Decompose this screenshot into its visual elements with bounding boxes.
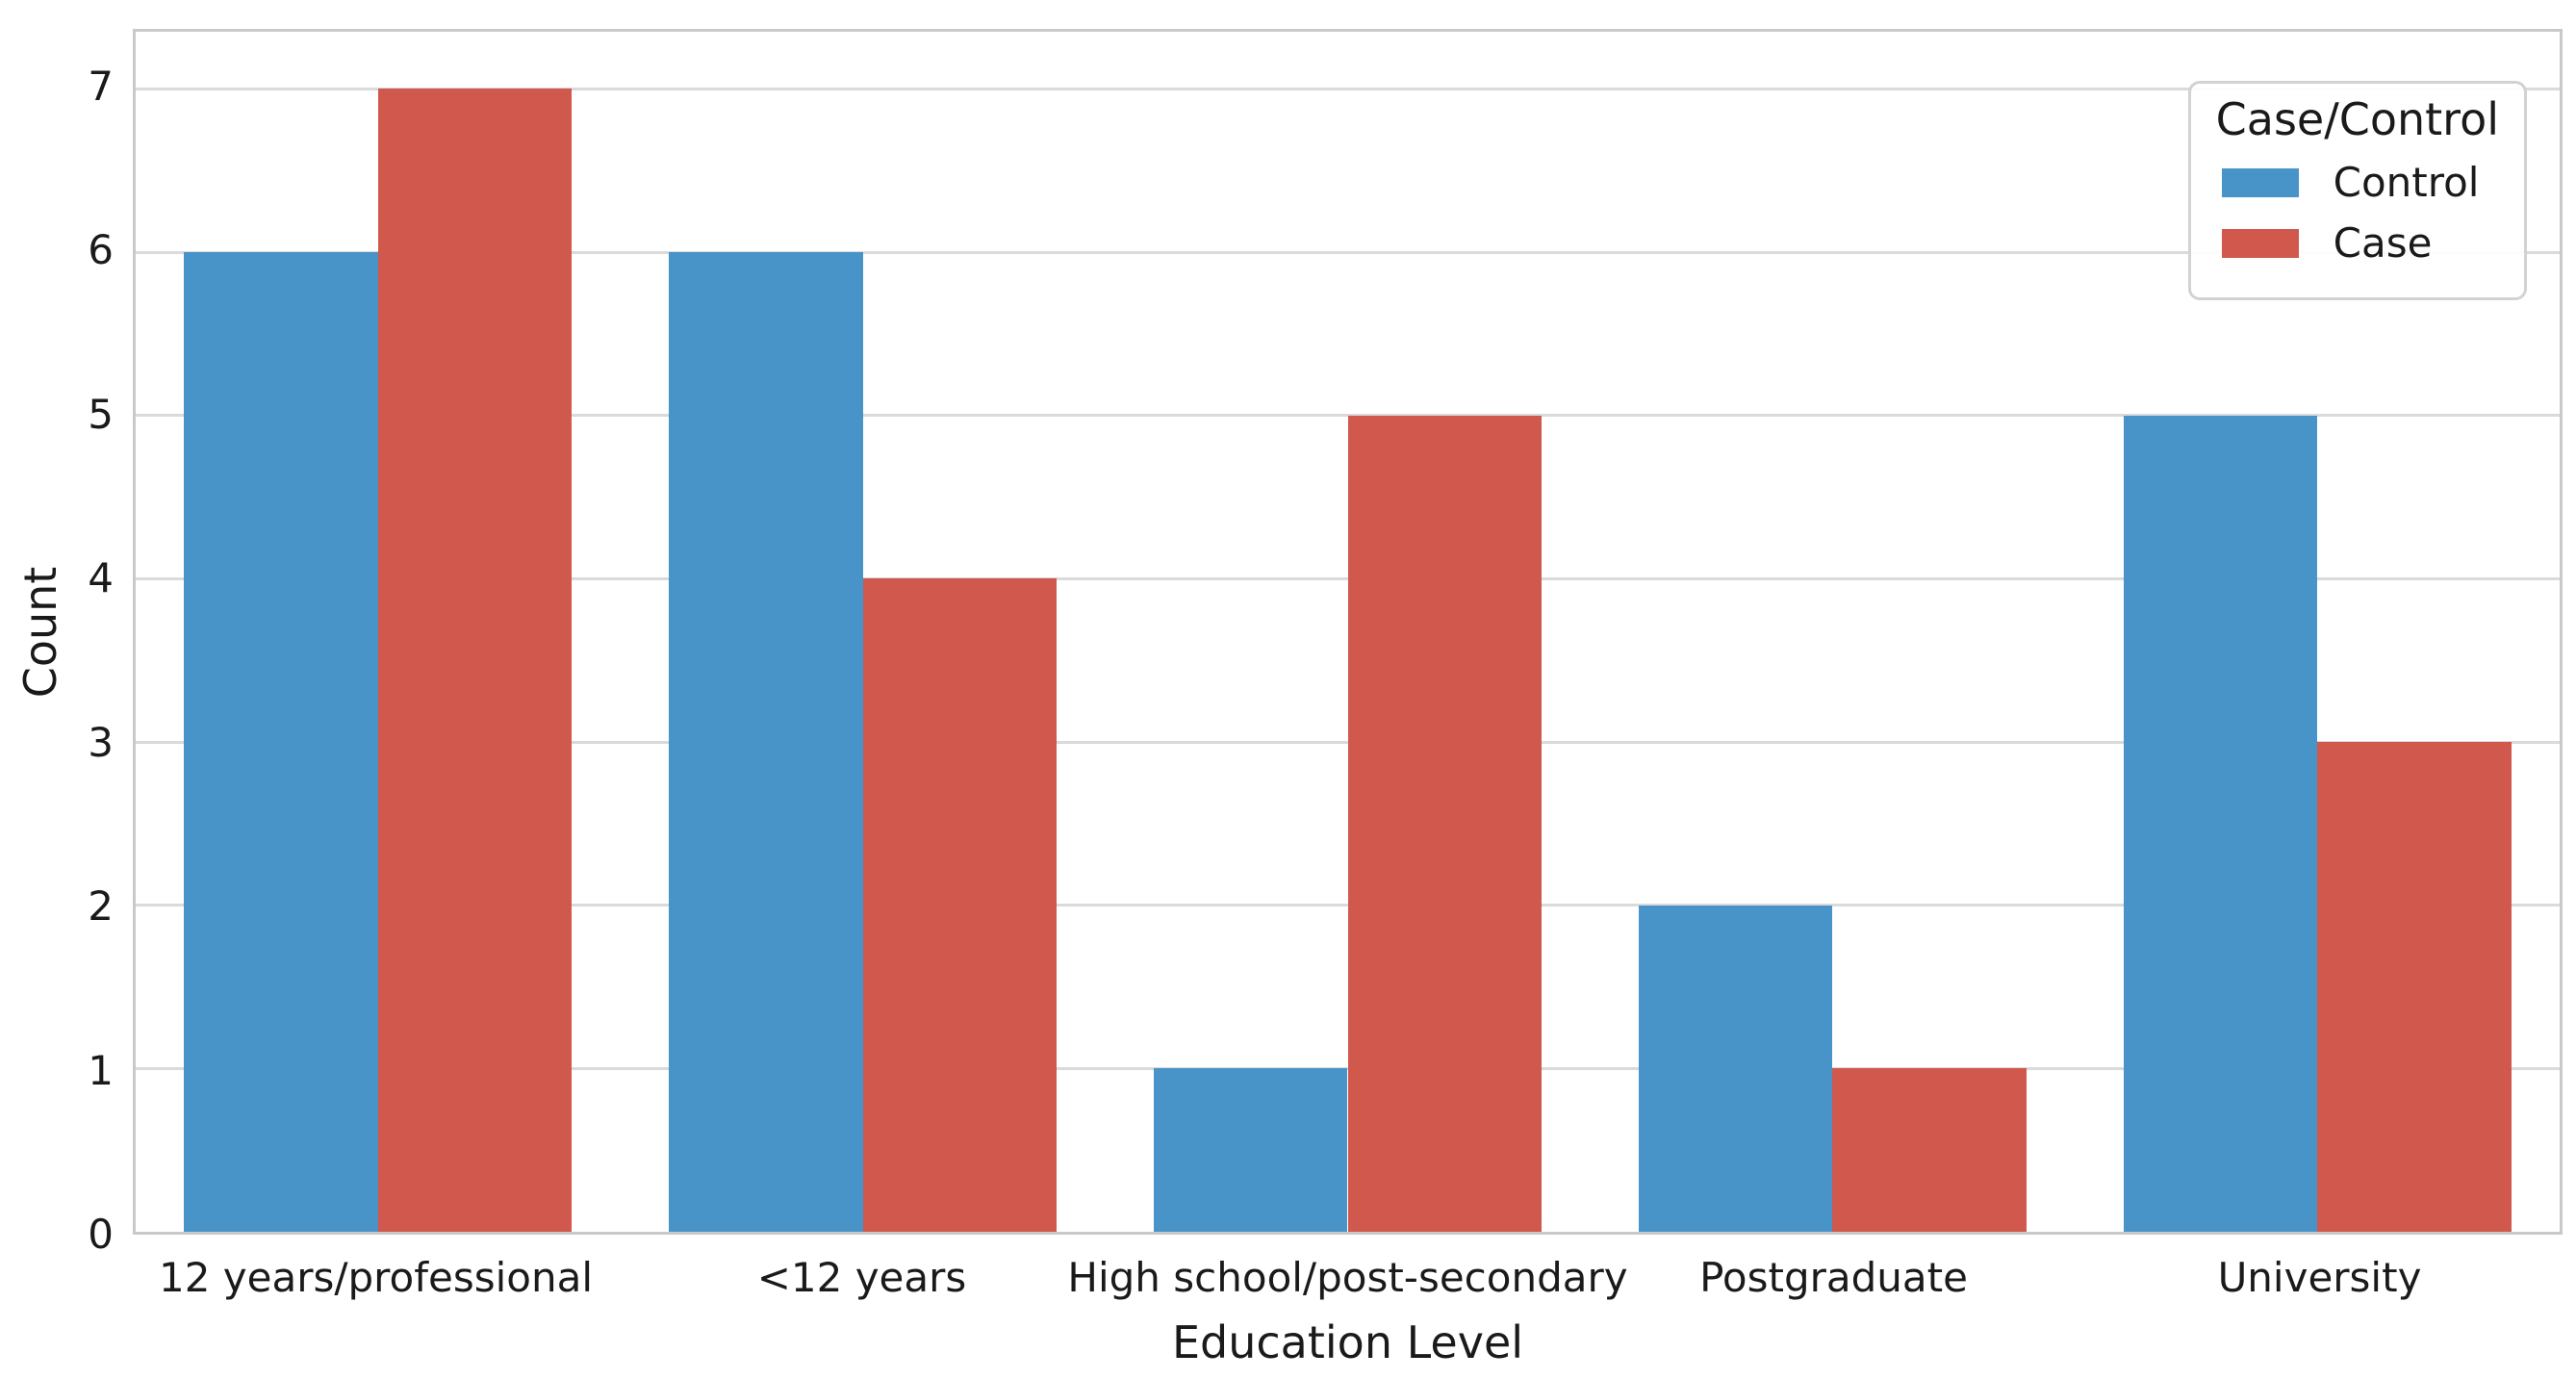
bar-control-2 <box>669 252 863 1232</box>
y-tick-label: 5 <box>88 390 114 438</box>
x-tick-label: High school/post-secondary <box>1067 1254 1628 1301</box>
legend: Case/Control Control Case <box>2187 81 2527 300</box>
bar-control-1 <box>184 252 378 1232</box>
y-tick-label: 0 <box>88 1211 114 1258</box>
legend-items: Control Case <box>2216 159 2499 267</box>
bar-case-1 <box>377 89 573 1232</box>
y-tick-label: 4 <box>88 554 114 602</box>
y-tick-label: 3 <box>88 718 114 766</box>
x-tick-labels: 12 years/professional <12 years High schoo… <box>133 1254 2563 1314</box>
legend-swatch-icon <box>2221 228 2299 258</box>
legend-label: Case <box>2333 219 2433 267</box>
bar-control-4 <box>1638 905 1833 1232</box>
legend-item-case: Case <box>2221 219 2499 267</box>
legend-item-control: Control <box>2221 159 2499 206</box>
gridline-y-7 <box>136 87 2560 90</box>
bar-case-5 <box>2317 742 2512 1232</box>
x-tick-label: 12 years/professional <box>158 1254 594 1301</box>
bar-case-4 <box>1832 1068 2027 1232</box>
x-axis-title: Education Level <box>1171 1316 1524 1368</box>
bar-control-3 <box>1153 1068 1348 1232</box>
x-tick-label: University <box>2217 1254 2422 1301</box>
plot-area: Case/Control Control Case <box>133 29 2563 1235</box>
y-tick-label: 7 <box>88 62 114 110</box>
gridline-y-6 <box>136 250 2560 254</box>
y-tick-label: 2 <box>88 882 114 931</box>
legend-swatch-icon <box>2221 167 2299 197</box>
legend-title: Case/Control <box>2215 93 2499 145</box>
y-tick-label: 6 <box>88 226 114 274</box>
y-tick-label: 1 <box>88 1046 114 1094</box>
bar-control-5 <box>2123 415 2318 1232</box>
x-tick-label: Postgraduate <box>1699 1254 1968 1301</box>
bar-case-3 <box>1347 415 1543 1232</box>
bar-case-2 <box>862 578 1058 1232</box>
legend-label: Control <box>2333 159 2480 206</box>
x-tick-label: <12 years <box>756 1254 967 1301</box>
